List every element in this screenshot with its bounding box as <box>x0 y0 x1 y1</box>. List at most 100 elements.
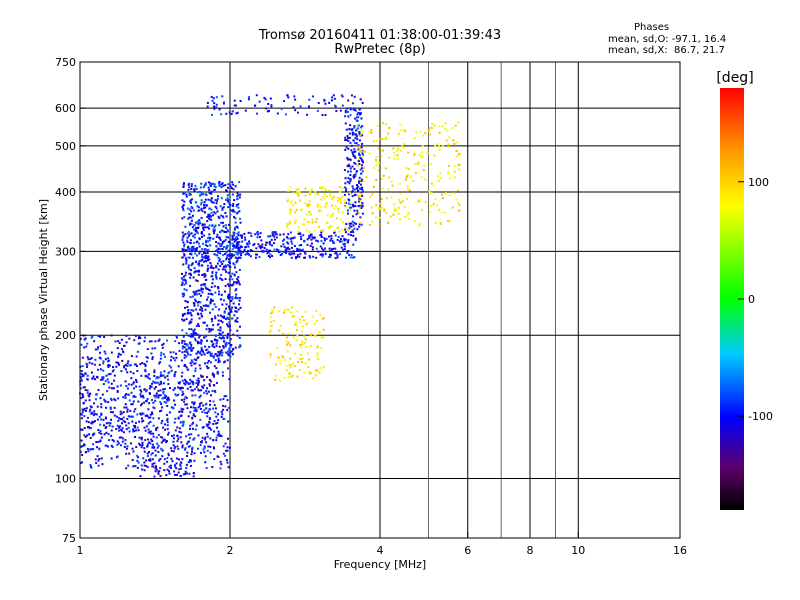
data-point <box>312 255 315 258</box>
data-point <box>238 252 241 255</box>
data-point <box>205 239 208 242</box>
data-point <box>277 251 280 254</box>
data-point <box>88 399 91 402</box>
data-point <box>123 365 126 368</box>
data-point <box>139 389 142 392</box>
data-point <box>148 450 151 453</box>
data-point <box>352 155 355 158</box>
data-point <box>126 364 129 367</box>
data-point <box>152 465 155 468</box>
data-point <box>187 368 190 371</box>
data-point <box>202 273 205 276</box>
data-point <box>188 427 191 430</box>
data-point <box>190 219 193 222</box>
data-point <box>154 381 157 384</box>
data-point <box>222 102 225 105</box>
data-point <box>309 244 312 247</box>
data-point <box>236 195 239 198</box>
data-point <box>199 250 202 253</box>
data-point <box>151 412 154 415</box>
data-point <box>231 234 234 237</box>
data-point <box>180 386 183 389</box>
data-point <box>300 238 303 241</box>
data-point <box>124 380 127 383</box>
data-point <box>348 253 351 256</box>
data-point <box>197 270 200 273</box>
data-point <box>396 149 399 152</box>
data-point <box>184 271 187 274</box>
data-point <box>86 365 89 368</box>
data-point <box>168 465 171 468</box>
data-point <box>229 345 232 348</box>
data-point <box>214 212 217 215</box>
data-point <box>365 176 368 179</box>
data-point <box>385 211 388 214</box>
data-point <box>235 271 238 274</box>
data-point <box>308 234 311 237</box>
data-point <box>144 414 147 417</box>
data-point <box>186 387 189 390</box>
data-point <box>223 315 226 318</box>
data-point <box>211 278 214 281</box>
data-point <box>189 296 192 299</box>
data-point <box>103 433 106 436</box>
data-point <box>244 238 247 241</box>
data-point <box>375 139 378 142</box>
data-point <box>300 249 303 252</box>
data-point <box>109 372 112 375</box>
data-point <box>453 176 456 179</box>
data-point <box>206 339 209 342</box>
data-point <box>203 321 206 324</box>
data-point <box>208 213 211 216</box>
data-point <box>360 191 363 194</box>
data-point <box>97 335 100 338</box>
data-point <box>99 357 102 360</box>
data-point <box>441 144 444 147</box>
data-point <box>447 145 450 148</box>
data-point <box>359 216 362 219</box>
data-point <box>183 191 186 194</box>
data-point <box>225 251 228 254</box>
data-point <box>212 201 215 204</box>
data-point <box>183 254 186 257</box>
data-point <box>189 223 192 226</box>
data-point <box>201 253 204 256</box>
data-point <box>163 370 166 373</box>
data-point <box>187 309 190 312</box>
data-point <box>151 382 154 385</box>
data-point <box>334 205 337 208</box>
data-point <box>268 240 271 243</box>
data-point <box>220 186 223 189</box>
data-point <box>304 310 307 313</box>
data-point <box>99 423 102 426</box>
data-point <box>193 293 196 296</box>
data-point <box>237 203 240 206</box>
data-point <box>235 282 238 285</box>
data-point <box>187 334 190 337</box>
data-point <box>192 438 195 441</box>
data-point <box>154 396 157 399</box>
data-point <box>118 417 121 420</box>
data-point <box>124 396 127 399</box>
data-point <box>266 252 269 255</box>
data-point <box>127 360 130 363</box>
data-point <box>183 378 186 381</box>
data-point <box>233 231 236 234</box>
data-point <box>79 387 82 390</box>
data-point <box>164 376 167 379</box>
data-point <box>211 182 214 185</box>
data-point <box>200 216 203 219</box>
data-point <box>453 164 456 167</box>
data-point <box>80 379 83 382</box>
data-point <box>217 329 220 332</box>
data-point <box>303 251 306 254</box>
data-point <box>200 201 203 204</box>
data-point <box>361 155 364 158</box>
data-point <box>176 445 179 448</box>
data-point <box>215 344 218 347</box>
data-point <box>138 436 141 439</box>
data-point <box>121 422 124 425</box>
data-point <box>295 249 298 252</box>
data-point <box>201 309 204 312</box>
